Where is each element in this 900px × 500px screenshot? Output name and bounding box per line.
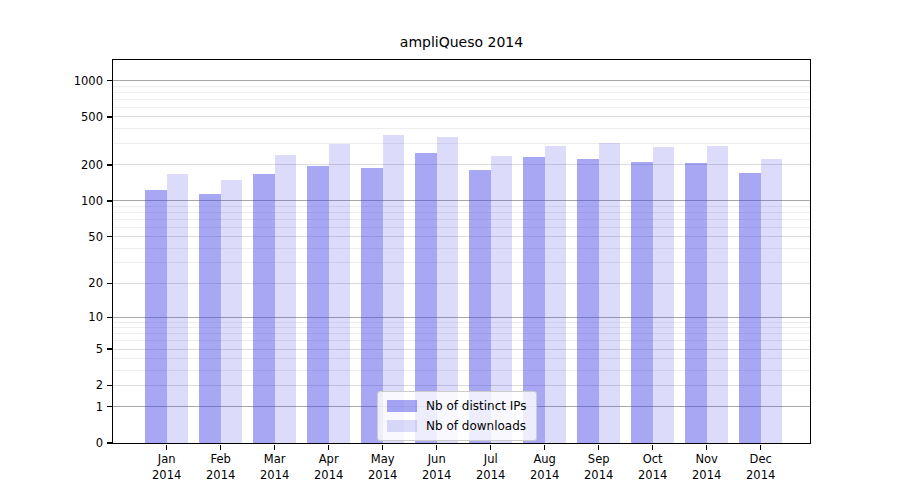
x-tick [706,445,707,450]
x-tick-month: Feb [194,451,248,467]
bar-jan-downloads [167,174,189,443]
bar-mar-downloads [275,155,297,443]
x-tick-year: 2014 [356,467,410,483]
y-tick-label: 1 [33,401,103,413]
y-tick [107,164,112,165]
x-tick-label-feb: Feb2014 [194,451,248,483]
y-tick [107,317,112,318]
x-tick [490,445,491,450]
y-tick-label: 100 [33,195,103,207]
x-tick [598,445,599,450]
bar-oct-downloads [653,147,675,443]
x-tick [760,445,761,450]
y-tick [107,80,112,81]
legend-item-downloads: Nb of downloads [387,419,527,433]
y-tick-label: 500 [33,111,103,123]
bar-nov-distinct-ips [685,163,707,443]
bar-nov-downloads [707,146,729,443]
x-tick-label-jun: Jun2014 [410,451,464,483]
y-tick-label: 5 [33,343,103,355]
chart-title: ampliQueso 2014 [113,34,810,50]
bar-apr-distinct-ips [307,166,329,443]
y-tick-label: 1000 [33,75,103,87]
x-tick-month: Aug [518,451,572,467]
bar-dec-downloads [761,159,783,443]
y-tick [107,348,112,349]
x-tick-year: 2014 [302,467,356,483]
x-tick-label-jan: Jan2014 [140,451,194,483]
x-tick-year: 2014 [626,467,680,483]
y-tick-label: 2 [33,379,103,391]
x-tick-year: 2014 [248,467,302,483]
y-tick [107,406,112,407]
y-tick-label: 200 [33,159,103,171]
x-tick-month: Mar [248,451,302,467]
x-tick-label-nov: Nov2014 [680,451,734,483]
bar-dec-distinct-ips [739,173,761,443]
bar-sep-downloads [599,143,621,443]
y-tick-label: 10 [33,311,103,323]
x-tick-month: Apr [302,451,356,467]
x-tick-year: 2014 [464,467,518,483]
x-tick [220,445,221,450]
x-tick [328,445,329,450]
x-tick-label-apr: Apr2014 [302,451,356,483]
bar-oct-distinct-ips [631,162,653,443]
legend-item-distinct-ips: Nb of distinct IPs [387,399,527,413]
y-tick-label: 20 [33,277,103,289]
legend: Nb of distinct IPs Nb of downloads [377,391,537,441]
x-tick-label-aug: Aug2014 [518,451,572,483]
x-tick-year: 2014 [518,467,572,483]
x-tick [274,445,275,450]
x-tick-month: Jun [410,451,464,467]
x-tick-label-dec: Dec2014 [734,451,788,483]
x-tick-label-sep: Sep2014 [572,451,626,483]
legend-label-distinct-ips: Nb of distinct IPs [426,399,527,413]
x-tick [544,445,545,450]
x-tick-label-may: May2014 [356,451,410,483]
bar-jan-distinct-ips [145,190,167,443]
x-tick-month: Sep [572,451,626,467]
x-tick-year: 2014 [410,467,464,483]
x-tick-month: Nov [680,451,734,467]
x-tick-label-jul: Jul2014 [464,451,518,483]
x-tick-month: Dec [734,451,788,467]
x-tick-year: 2014 [572,467,626,483]
x-tick-year: 2014 [140,467,194,483]
bar-apr-downloads [329,144,351,443]
y-tick [107,442,112,443]
bar-aug-downloads [545,146,567,443]
y-tick [107,200,112,201]
bar-mar-distinct-ips [253,174,275,443]
y-tick [107,236,112,237]
x-tick-year: 2014 [194,467,248,483]
x-tick-month: Jan [140,451,194,467]
legend-label-downloads: Nb of downloads [426,419,526,433]
plot-area: Nb of distinct IPs Nb of downloads [113,60,810,443]
bar-feb-distinct-ips [199,194,221,443]
x-tick-month: May [356,451,410,467]
x-tick [166,445,167,450]
y-tick [107,116,112,117]
x-tick-month: Oct [626,451,680,467]
x-tick-year: 2014 [734,467,788,483]
y-tick-label: 50 [33,231,103,243]
bars-layer [113,60,810,443]
x-tick [436,445,437,450]
legend-swatch-distinct-ips [387,400,417,412]
y-tick [107,283,112,284]
x-tick [652,445,653,450]
x-tick-month: Jul [464,451,518,467]
x-tick-year: 2014 [680,467,734,483]
x-tick-label-oct: Oct2014 [626,451,680,483]
legend-swatch-downloads [387,420,417,432]
x-tick-label-mar: Mar2014 [248,451,302,483]
y-tick-label: 0 [33,437,103,449]
bar-sep-distinct-ips [577,159,599,443]
x-tick [382,445,383,450]
bar-feb-downloads [221,180,243,443]
y-tick [107,385,112,386]
chart-canvas: ampliQueso 2014 Nb of distinct IPs Nb of… [0,0,900,500]
